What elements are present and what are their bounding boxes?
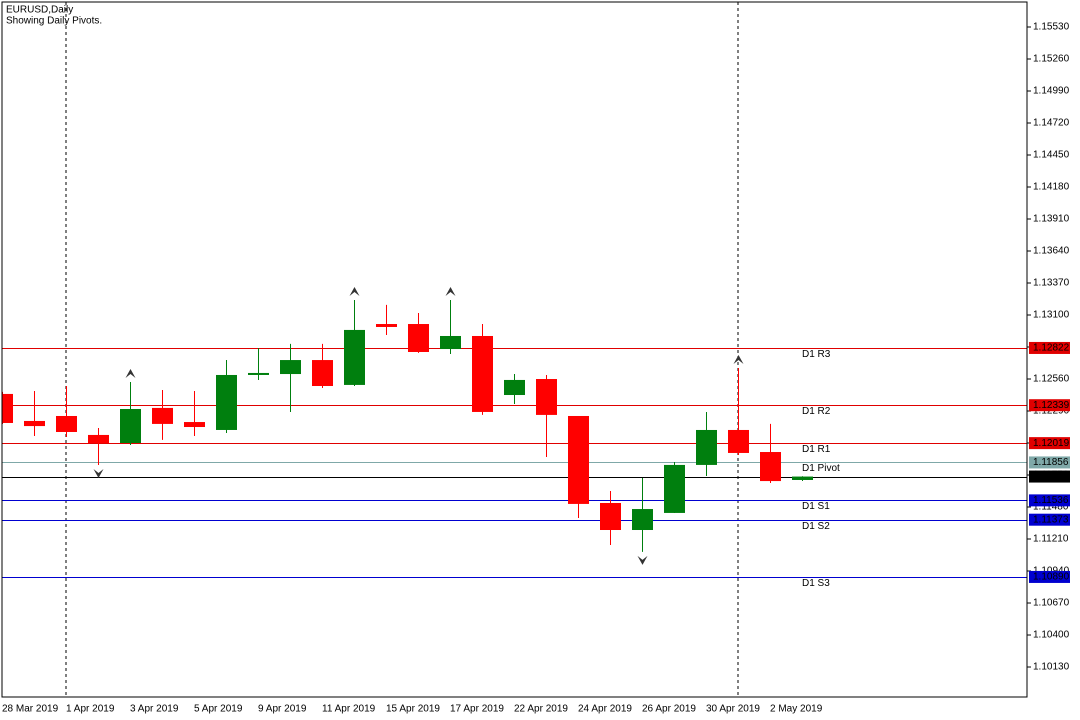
pivot-price-label: 1.11536 [1033, 495, 1069, 506]
candle-body [120, 408, 141, 444]
y-tick-label: 1.15260 [1033, 54, 1070, 65]
y-tick-label: 1.14450 [1033, 150, 1070, 161]
candle-body [728, 429, 749, 453]
y-tick-label: 1.14990 [1033, 86, 1070, 97]
pivot-price-box [1029, 494, 1070, 507]
y-tick-label: 1.12560 [1033, 374, 1070, 385]
candle-body [568, 415, 589, 504]
y-tick-label: 1.13640 [1033, 246, 1070, 257]
x-tick-label: 1 Apr 2019 [66, 704, 115, 715]
candle-body [152, 407, 173, 424]
candle-body [56, 415, 77, 432]
pivot-price-box [1029, 399, 1070, 412]
fractal-up [349, 286, 360, 296]
fractal-up [125, 368, 136, 378]
candle-body [184, 422, 205, 428]
candle-body [376, 324, 397, 327]
y-tick-label: 1.15530 [1033, 22, 1070, 33]
pivot-price-box [1029, 341, 1070, 354]
axes: 1.101301.104001.106701.109401.112101.114… [2, 22, 1070, 715]
y-tick-label: 1.13100 [1033, 310, 1070, 321]
candle-body [792, 476, 813, 480]
plot-border [1, 1, 1028, 698]
y-tick-label: 1.14720 [1033, 118, 1070, 129]
candle-body [504, 379, 525, 396]
x-tick-label: 11 Apr 2019 [322, 704, 376, 715]
x-tick-label: 15 Apr 2019 [386, 704, 440, 715]
candle-body [600, 502, 621, 531]
x-tick-label: 17 Apr 2019 [450, 704, 504, 715]
pivot-price-box [1029, 570, 1070, 583]
pivot-price-label: 1.12339 [1033, 400, 1070, 411]
pivot-price-label: 1.12822 [1033, 343, 1070, 354]
pivot-name: D1 Pivot [802, 463, 840, 474]
y-tick-label: 1.13370 [1033, 278, 1070, 289]
candle-body [216, 374, 237, 430]
x-tick-label: 3 Apr 2019 [130, 704, 179, 715]
pivot-name: D1 S2 [802, 521, 830, 532]
candle-body [632, 509, 653, 531]
candle-body [88, 434, 109, 444]
x-tick-label: 24 Apr 2019 [578, 704, 632, 715]
fractal-down [637, 555, 648, 565]
x-tick-label: 22 Apr 2019 [514, 704, 568, 715]
pivot-price-label: 1.12019 [1033, 438, 1070, 449]
x-tick-label: 9 Apr 2019 [258, 704, 307, 715]
chart-subtitle: Showing Daily Pivots. [6, 16, 102, 27]
pivot-price-label: 1.10890 [1033, 572, 1070, 583]
fractal-up [733, 354, 744, 364]
pivot-name: D1 R1 [802, 444, 831, 455]
x-tick-label: 28 Mar 2019 [2, 704, 59, 715]
chart-title: EURUSD,Daily [6, 5, 73, 16]
candle-body [472, 335, 493, 412]
y-tick-label: 1.13910 [1033, 214, 1070, 225]
x-tick-label: 30 Apr 2019 [706, 704, 760, 715]
y-tick-label: 1.10400 [1033, 630, 1070, 641]
candle-body [760, 452, 781, 482]
x-tick-label: 26 Apr 2019 [642, 704, 696, 715]
pivot-name: D1 S1 [802, 501, 830, 512]
plot-area: D1 R3 D1 R2 D1 R1 D1 Pivot D1 S1 D1 S2 D1 S3 [2, 2, 1027, 697]
x-tick-label: 2 May 2019 [770, 704, 823, 715]
y-tick-label: 1.11210 [1033, 534, 1069, 545]
last-price-label: 1.11737 [1033, 471, 1069, 482]
candle-body [2, 393, 13, 423]
y-tick-label: 1.11480 [1033, 502, 1069, 513]
y-tick-label: 1.10670 [1033, 598, 1070, 609]
pivot-price-label: 1.11856 [1033, 457, 1069, 468]
fractal-down [93, 468, 104, 478]
pivot-price-box [1029, 513, 1070, 526]
candle-body [408, 324, 429, 352]
candle-body [440, 335, 461, 350]
pivot-price-box [1029, 437, 1070, 450]
candle-body [280, 360, 301, 375]
pivot-price-label: 1.11373 [1033, 514, 1069, 525]
pivot-name: D1 R2 [802, 406, 831, 417]
y-tick-label: 1.10130 [1033, 662, 1070, 673]
candle-body [536, 379, 557, 415]
pivot-price-box [1029, 456, 1070, 469]
pivot-name: D1 R3 [802, 349, 831, 360]
candle-body [664, 464, 685, 513]
candle-body [312, 360, 333, 387]
y-tick-label: 1.14180 [1033, 182, 1070, 193]
pivot-name: D1 S3 [802, 578, 830, 589]
x-tick-label: 5 Apr 2019 [194, 704, 243, 715]
candle-body [696, 429, 717, 465]
candle-body [24, 420, 45, 427]
candle-body [248, 372, 269, 375]
candle-body [344, 329, 365, 385]
fractal-up [445, 286, 456, 296]
last-price-box [1029, 470, 1070, 483]
